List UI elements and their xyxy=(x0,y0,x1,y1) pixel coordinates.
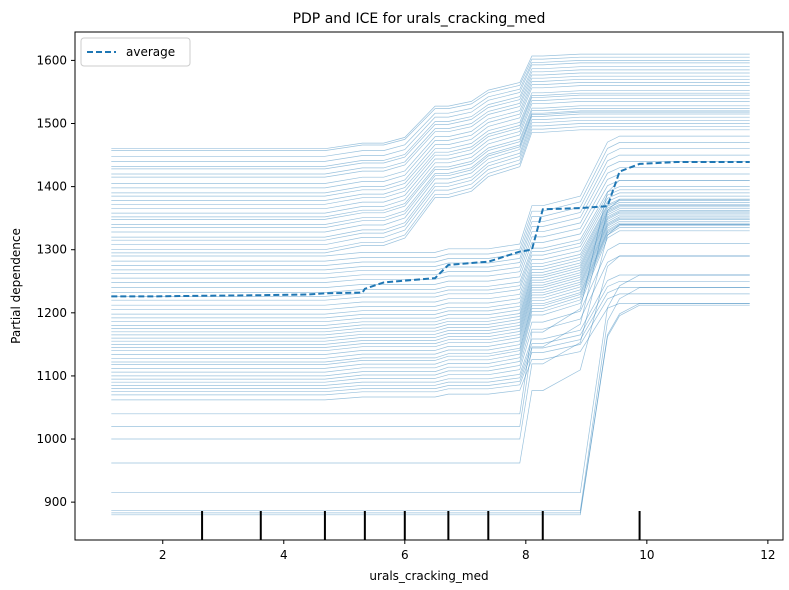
ice-curve xyxy=(111,222,750,363)
ice-curve xyxy=(111,72,750,175)
ice-curve xyxy=(111,280,750,389)
ice-curve xyxy=(111,148,750,266)
ice-curve xyxy=(111,111,750,228)
ice-curve xyxy=(111,90,750,197)
y-tick-label: 1600 xyxy=(36,53,67,67)
y-axis-label: Partial dependence xyxy=(9,228,23,344)
ice-curve xyxy=(111,205,750,326)
x-tick-label: 6 xyxy=(401,548,409,562)
ice-curve xyxy=(111,287,750,511)
ice-curve xyxy=(111,101,750,214)
ice-curve xyxy=(111,224,750,440)
ice-curve xyxy=(111,62,750,162)
ice-curve xyxy=(111,225,750,369)
ice-curve xyxy=(111,119,750,241)
ice-curve xyxy=(111,227,750,373)
ice-curve xyxy=(111,75,750,178)
ice-curve xyxy=(111,192,750,301)
ice-curve xyxy=(111,224,750,365)
ice-curve xyxy=(111,287,750,393)
y-tick-label: 1300 xyxy=(36,243,67,257)
ice-curve xyxy=(111,179,750,288)
ice-curve xyxy=(111,110,750,225)
ice-curve xyxy=(111,129,750,254)
ice-curve xyxy=(111,56,750,151)
ice-curve xyxy=(111,216,750,348)
average-line xyxy=(111,161,750,298)
ice-lines xyxy=(111,53,750,516)
ice-curve xyxy=(111,78,750,184)
ice-curve xyxy=(111,255,750,383)
ice-curve xyxy=(111,108,750,220)
ice-curve xyxy=(111,179,750,415)
ice-curve xyxy=(111,161,750,275)
ice-curve xyxy=(111,200,750,315)
ice-curve xyxy=(111,206,750,329)
x-tick-label: 2 xyxy=(159,548,167,562)
plot-frame xyxy=(74,31,784,541)
y-tick-label: 900 xyxy=(44,495,67,509)
ice-curve xyxy=(111,135,750,257)
ice-curve xyxy=(111,113,750,233)
y-tick-label: 1000 xyxy=(36,432,67,446)
ice-curve xyxy=(111,219,750,355)
ice-curve xyxy=(111,142,750,262)
ice-curve xyxy=(111,210,750,336)
ice-curve xyxy=(111,217,750,352)
x-axis-ticks: 2 4 6 8 10 12 xyxy=(159,540,776,562)
ice-curve xyxy=(111,69,750,170)
chart-title: PDP and ICE for urals_cracking_med xyxy=(293,11,546,27)
ice-curve xyxy=(111,214,750,345)
ice-curve xyxy=(111,92,750,201)
average-line-group xyxy=(111,161,750,298)
ice-curve xyxy=(111,82,750,189)
x-tick-label: 10 xyxy=(639,548,654,562)
ice-curve xyxy=(111,173,750,283)
ice-curve xyxy=(111,274,750,386)
ice-curve xyxy=(111,198,750,311)
ice-curve xyxy=(111,186,750,293)
ice-curve xyxy=(111,53,750,150)
y-tick-label: 1400 xyxy=(36,180,67,194)
ice-curve xyxy=(111,85,750,194)
ice-curve xyxy=(111,195,750,306)
ice-curve xyxy=(111,66,750,167)
ice-curve xyxy=(111,211,750,339)
legend-box xyxy=(80,37,191,67)
ice-curve xyxy=(111,203,750,323)
ice-curve xyxy=(111,126,750,251)
ice-curve xyxy=(111,212,750,342)
ice-curve xyxy=(111,116,750,238)
ice-curve xyxy=(111,208,750,333)
x-tick-label: 12 xyxy=(760,548,775,562)
ice-curve xyxy=(111,202,750,319)
y-tick-label: 1100 xyxy=(36,369,67,383)
ice-curve xyxy=(111,97,750,210)
ice-curve xyxy=(111,293,750,396)
ice-curve xyxy=(111,230,750,377)
x-tick-label: 4 xyxy=(280,548,288,562)
ice-curve xyxy=(111,94,750,205)
ice-curve xyxy=(111,60,750,157)
ice-curve xyxy=(111,303,750,401)
ice-curve xyxy=(111,220,750,359)
y-axis-ticks: 900 1000 1100 1200 1300 1400 1500 1600 xyxy=(36,53,75,509)
rug-marks xyxy=(201,511,641,540)
ice-curve xyxy=(111,243,750,380)
legend: average xyxy=(80,37,191,67)
ice-curve xyxy=(111,274,750,494)
legend-average-label: average xyxy=(126,45,175,59)
y-tick-label: 1500 xyxy=(36,117,67,131)
x-tick-label: 8 xyxy=(522,548,530,562)
y-tick-label: 1200 xyxy=(36,306,67,320)
x-axis-label: urals_cracking_med xyxy=(369,569,488,583)
ice-curve xyxy=(111,198,750,427)
ice-curve xyxy=(111,255,750,464)
ice-curve xyxy=(111,105,750,218)
ice-curve xyxy=(111,123,750,246)
ice-curve xyxy=(111,154,750,271)
ice-curve xyxy=(111,167,750,279)
